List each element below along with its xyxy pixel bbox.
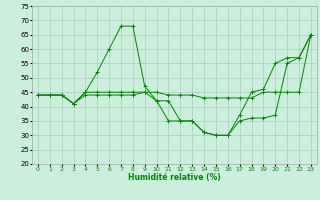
- X-axis label: Humidité relative (%): Humidité relative (%): [128, 173, 221, 182]
